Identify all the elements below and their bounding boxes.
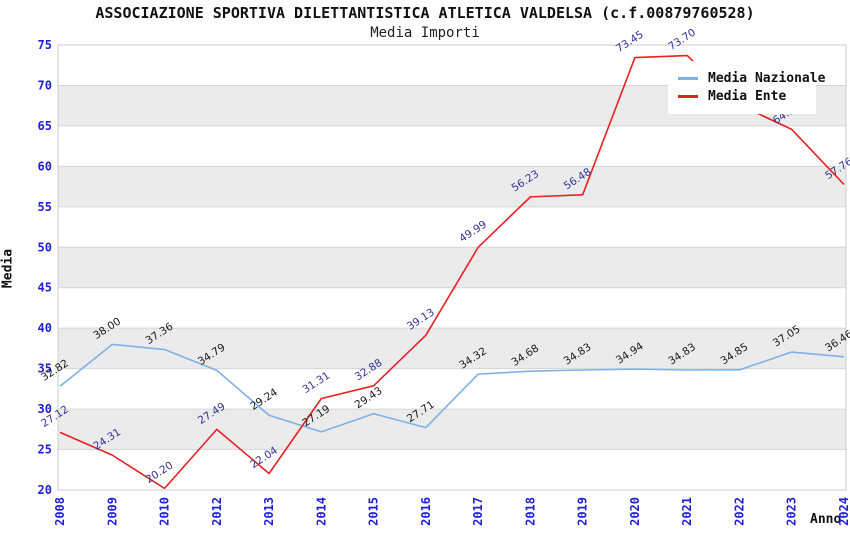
x-tick-label: 2023 — [785, 497, 799, 526]
y-tick-label: 60 — [38, 159, 52, 173]
y-tick-label: 50 — [38, 240, 52, 254]
grid-band-white — [58, 125, 846, 167]
legend-label-media-nazionale: Media Nazionale — [708, 71, 826, 86]
grid-band-gray — [58, 247, 846, 288]
x-tick-label: 2008 — [53, 497, 67, 526]
y-tick-label: 70 — [38, 78, 52, 92]
legend-item-media-nazionale: Media Nazionale — [678, 71, 825, 86]
y-tick-label: 35 — [38, 362, 52, 376]
x-tick-label: 2021 — [680, 497, 694, 526]
chart-title: ASSOCIAZIONE SPORTIVA DILETTANTISTICA AT… — [95, 4, 755, 22]
plot-border — [57, 44, 847, 491]
chart-subtitle: Media Importi — [370, 25, 480, 41]
x-tick-label: 2012 — [210, 497, 224, 526]
legend-label-media-ente: Media Ente — [708, 89, 787, 104]
grid-band-white — [58, 368, 846, 410]
x-tick-label: 2018 — [523, 497, 537, 526]
media-ente-line-swatch — [678, 95, 698, 98]
y-tick-label: 65 — [38, 119, 52, 133]
grid-band-white — [58, 206, 846, 248]
grid-band-gray — [58, 166, 846, 207]
x-tick-label: 2009 — [105, 497, 119, 526]
legend: Media Nazionale Media Ente — [668, 61, 825, 114]
y-tick-label: 30 — [38, 402, 52, 416]
x-tick-label: 2020 — [628, 497, 642, 526]
legend-item-media-ente: Media Ente — [678, 89, 808, 104]
x-tick-label: 2015 — [367, 497, 381, 526]
x-tick-label: 2014 — [314, 497, 328, 526]
grid-band-white — [58, 449, 846, 490]
x-tick-label: 2019 — [576, 497, 590, 526]
x-tick-label: 2016 — [419, 497, 433, 526]
x-tick-label: 2024 — [837, 497, 850, 526]
grid-band-gray — [58, 328, 846, 369]
x-tick-label: 2013 — [262, 497, 276, 526]
media-nazionale-line-swatch — [678, 77, 698, 80]
grid-band-gray — [58, 409, 846, 450]
y-tick-label: 20 — [38, 483, 52, 497]
x-tick-label: 2010 — [158, 497, 172, 526]
media-nazionale-line — [59, 343, 845, 433]
y-tick-label: 40 — [38, 321, 52, 335]
y-tick-label: 25 — [38, 443, 52, 457]
x-tick-label: 2022 — [732, 497, 746, 526]
x-tick-label: 2017 — [471, 497, 485, 526]
grid-band-white — [58, 287, 846, 329]
y-tick-label: 45 — [38, 281, 52, 295]
x-axis-title: Anno — [810, 512, 842, 527]
y-tick-label: 75 — [38, 38, 52, 52]
y-tick-label: 55 — [38, 200, 52, 214]
